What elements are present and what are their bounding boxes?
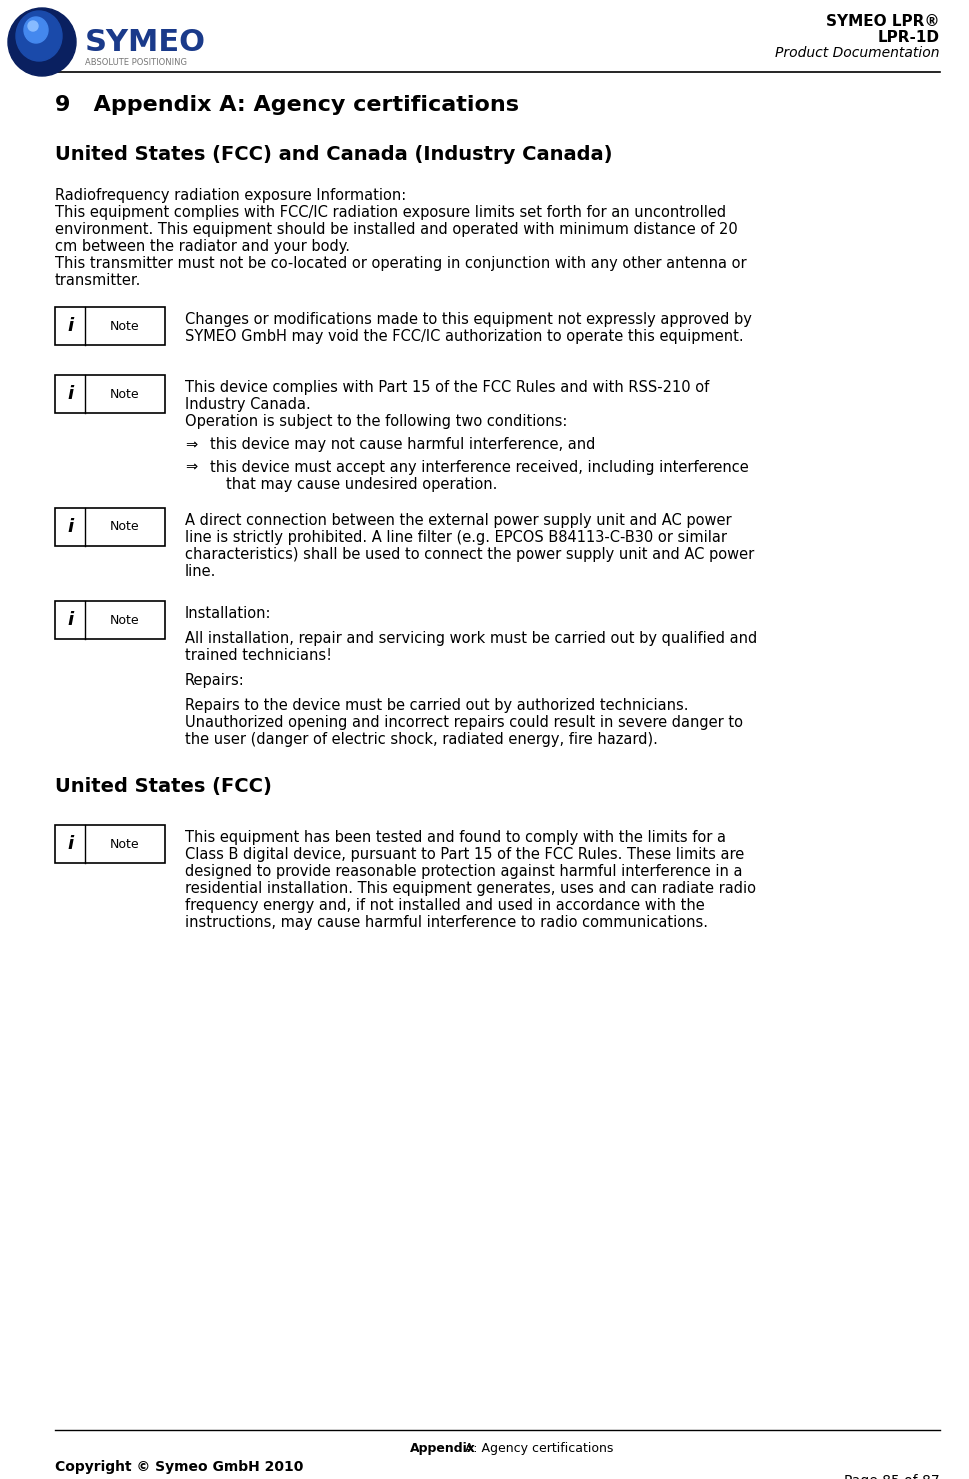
Text: Radiofrequency radiation exposure Information:: Radiofrequency radiation exposure Inform…	[55, 188, 406, 203]
Text: instructions, may cause harmful interference to radio communications.: instructions, may cause harmful interfer…	[185, 916, 708, 930]
Text: Repairs:: Repairs:	[185, 673, 245, 688]
Text: line.: line.	[185, 563, 216, 578]
Ellipse shape	[24, 16, 48, 43]
FancyBboxPatch shape	[55, 507, 165, 546]
FancyBboxPatch shape	[55, 376, 165, 413]
Text: A direct connection between the external power supply unit and AC power: A direct connection between the external…	[185, 513, 732, 528]
Text: United States (FCC): United States (FCC)	[55, 776, 272, 796]
Text: Page 85 of 87: Page 85 of 87	[844, 1475, 940, 1479]
Text: the user (danger of electric shock, radiated energy, fire hazard).: the user (danger of electric shock, radi…	[185, 732, 658, 747]
Text: Product Documentation: Product Documentation	[775, 46, 940, 61]
Text: ABSOLUTE POSITIONING: ABSOLUTE POSITIONING	[85, 58, 187, 67]
Text: i: i	[68, 518, 74, 535]
Text: Copyright © Symeo GmbH 2010: Copyright © Symeo GmbH 2010	[55, 1460, 303, 1475]
Text: Operation is subject to the following two conditions:: Operation is subject to the following tw…	[185, 414, 568, 429]
Text: characteristics) shall be used to connect the power supply unit and AC power: characteristics) shall be used to connec…	[185, 547, 754, 562]
Text: United States (FCC) and Canada (Industry Canada): United States (FCC) and Canada (Industry…	[55, 145, 612, 164]
Text: Note: Note	[110, 319, 140, 333]
Text: This equipment complies with FCC/IC radiation exposure limits set forth for an u: This equipment complies with FCC/IC radi…	[55, 206, 726, 220]
FancyBboxPatch shape	[55, 825, 165, 864]
Text: environment. This equipment should be installed and operated with minimum distan: environment. This equipment should be in…	[55, 222, 737, 237]
Text: this device may not cause harmful interference, and: this device may not cause harmful interf…	[210, 436, 595, 453]
Text: Unauthorized opening and incorrect repairs could result in severe danger to: Unauthorized opening and incorrect repai…	[185, 714, 743, 731]
Text: Appendix: Appendix	[410, 1442, 476, 1455]
Text: Note: Note	[110, 837, 140, 850]
Text: ⇒: ⇒	[185, 436, 198, 453]
Text: i: i	[68, 385, 74, 402]
Text: transmitter.: transmitter.	[55, 274, 141, 288]
Text: i: i	[68, 836, 74, 853]
Text: that may cause undesired operation.: that may cause undesired operation.	[226, 478, 497, 493]
Ellipse shape	[28, 21, 38, 31]
Text: trained technicians!: trained technicians!	[185, 648, 332, 663]
Text: this device must accept any interference received, including interference: this device must accept any interference…	[210, 460, 749, 475]
Text: SYMEO: SYMEO	[85, 28, 206, 58]
Text: cm between the radiator and your body.: cm between the radiator and your body.	[55, 240, 350, 254]
Text: Changes or modifications made to this equipment not expressly approved by: Changes or modifications made to this eq…	[185, 312, 752, 327]
Text: frequency energy and, if not installed and used in accordance with the: frequency energy and, if not installed a…	[185, 898, 704, 913]
Text: line is strictly prohibited. A line filter (e.g. EPCOS B84113-C-B30 or similar: line is strictly prohibited. A line filt…	[185, 529, 727, 544]
Text: Note: Note	[110, 614, 140, 627]
Text: Industry Canada.: Industry Canada.	[185, 396, 311, 413]
Text: Installation:: Installation:	[185, 606, 271, 621]
Ellipse shape	[8, 7, 76, 75]
Text: Repairs to the device must be carried out by authorized technicians.: Repairs to the device must be carried ou…	[185, 698, 689, 713]
Text: SYMEO LPR®: SYMEO LPR®	[827, 13, 940, 30]
Text: Class B digital device, pursuant to Part 15 of the FCC Rules. These limits are: Class B digital device, pursuant to Part…	[185, 847, 744, 862]
Ellipse shape	[16, 10, 62, 61]
Text: This transmitter must not be co-located or operating in conjunction with any oth: This transmitter must not be co-located …	[55, 256, 747, 271]
Text: SYMEO GmbH may void the FCC/IC authorization to operate this equipment.: SYMEO GmbH may void the FCC/IC authoriza…	[185, 328, 743, 345]
Text: designed to provide reasonable protection against harmful interference in a: designed to provide reasonable protectio…	[185, 864, 742, 879]
Text: ⇒: ⇒	[185, 460, 198, 475]
FancyBboxPatch shape	[55, 308, 165, 345]
Text: This device complies with Part 15 of the FCC Rules and with RSS-210 of: This device complies with Part 15 of the…	[185, 380, 709, 395]
Text: This equipment has been tested and found to comply with the limits for a: This equipment has been tested and found…	[185, 830, 726, 845]
Text: i: i	[68, 611, 74, 629]
Text: LPR-1D: LPR-1D	[878, 30, 940, 44]
Text: A: Agency certifications: A: Agency certifications	[461, 1442, 614, 1455]
FancyBboxPatch shape	[55, 600, 165, 639]
Text: residential installation. This equipment generates, uses and can radiate radio: residential installation. This equipment…	[185, 881, 756, 896]
Text: All installation, repair and servicing work must be carried out by qualified and: All installation, repair and servicing w…	[185, 632, 757, 646]
Text: Note: Note	[110, 521, 140, 534]
Text: i: i	[68, 317, 74, 336]
Text: Note: Note	[110, 387, 140, 401]
Text: 9   Appendix A: Agency certifications: 9 Appendix A: Agency certifications	[55, 95, 519, 115]
